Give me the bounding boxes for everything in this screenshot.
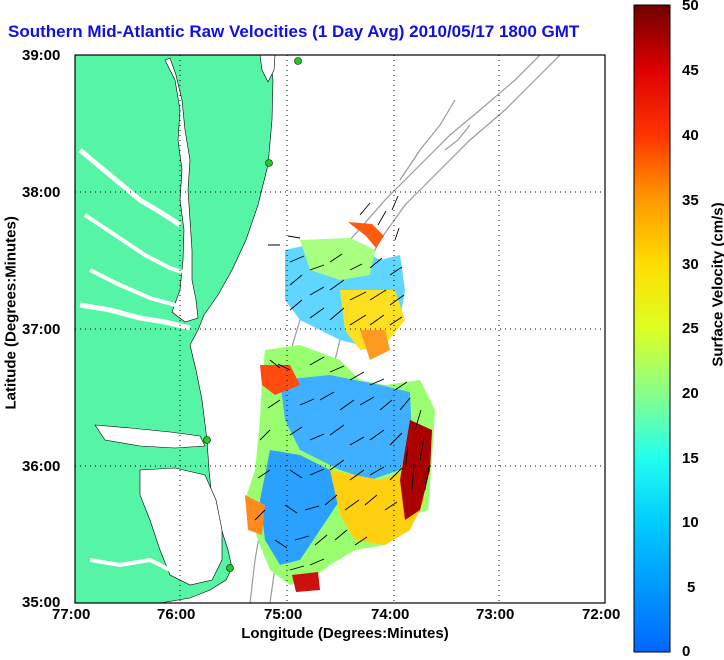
colorbar-tick-label: 25 bbox=[682, 320, 699, 337]
station-marker bbox=[204, 437, 211, 444]
xtick-label: 77:00 bbox=[52, 606, 90, 623]
colorbar-tick-label: 0 bbox=[682, 643, 690, 660]
xtick-label: 75:00 bbox=[264, 606, 302, 623]
colorbar-tick-label: 40 bbox=[682, 127, 699, 144]
xtick-label: 76:00 bbox=[157, 606, 195, 623]
ytick-label: 37:00 bbox=[22, 321, 60, 338]
colorbar-tick-label: 45 bbox=[682, 62, 699, 79]
colorbar-label: Surface Velocity (cm/s) bbox=[710, 195, 724, 375]
y-axis-label: Latitude (Degrees:Minutes) bbox=[3, 230, 20, 410]
ytick-label: 36:00 bbox=[22, 458, 60, 475]
colorbar-tick-label: 10 bbox=[682, 514, 699, 531]
station-marker bbox=[266, 160, 273, 167]
colorbar-tick-label: 15 bbox=[682, 450, 699, 467]
ytick-label: 38:00 bbox=[22, 184, 60, 201]
colorbar-tick-label: 30 bbox=[682, 256, 699, 273]
x-axis-label: Longitude (Degrees:Minutes) bbox=[200, 625, 490, 642]
xtick-label: 73:00 bbox=[476, 606, 514, 623]
station-marker bbox=[227, 565, 234, 572]
ytick-label: 39:00 bbox=[22, 47, 60, 64]
station-marker bbox=[295, 58, 302, 65]
xtick-label: 74:00 bbox=[371, 606, 409, 623]
xtick-label: 72:00 bbox=[582, 606, 620, 623]
colorbar-tick-label: 50 bbox=[682, 0, 699, 14]
colorbar-tick-label: 5 bbox=[687, 579, 695, 596]
colorbar bbox=[634, 5, 670, 652]
colorbar-tick-label: 20 bbox=[682, 385, 699, 402]
colorbar-tick-label: 35 bbox=[682, 192, 699, 209]
